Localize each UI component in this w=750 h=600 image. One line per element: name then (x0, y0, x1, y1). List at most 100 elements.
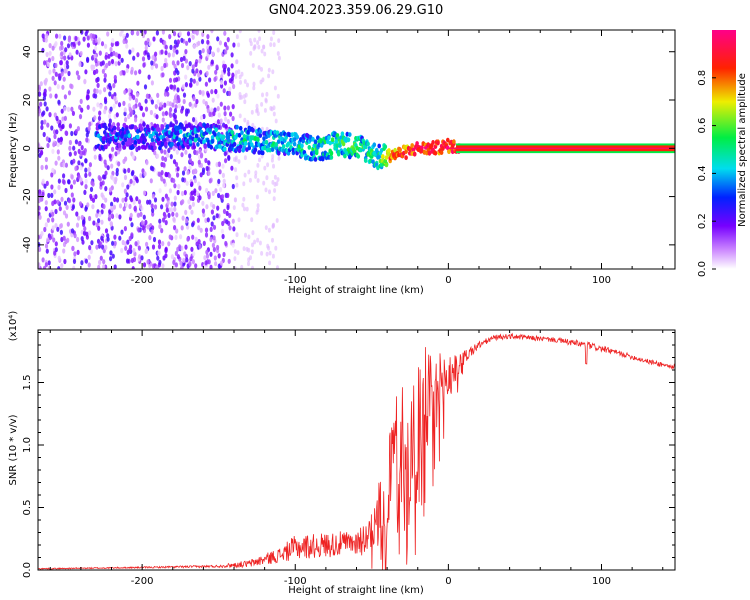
noise-cell (91, 204, 95, 210)
noise-cell (214, 261, 218, 267)
ridge-cell (274, 142, 279, 147)
noise-cell (135, 196, 139, 202)
ridge-cell (104, 144, 108, 150)
noise-cell (250, 217, 254, 223)
noise-cell (258, 157, 261, 163)
noise-cell (60, 40, 64, 47)
noise-cell (151, 55, 155, 61)
noise-cell (78, 201, 83, 207)
noise-cell (63, 68, 67, 74)
noise-cell (258, 36, 262, 42)
noise-cell (215, 213, 219, 219)
noise-cell (39, 146, 44, 152)
ridge-cell (174, 130, 178, 136)
noise-cell (230, 63, 234, 69)
noise-cell (137, 199, 142, 205)
noise-cell (221, 194, 225, 200)
colorbar-tick-label: 0.6 (697, 118, 708, 134)
noise-cell (169, 154, 173, 160)
noise-cell (217, 112, 221, 118)
noise-cell (139, 105, 144, 111)
noise-cell (244, 92, 248, 98)
ridge-cell (237, 148, 242, 154)
noise-cell (63, 200, 68, 206)
noise-cell (115, 197, 120, 203)
noise-cell (45, 51, 49, 58)
noise-cell (254, 170, 258, 176)
noise-cell (70, 130, 74, 137)
noise-cell (231, 242, 235, 248)
ridge-cell (319, 143, 324, 148)
noise-cell (169, 84, 173, 90)
noise-cell (50, 172, 54, 178)
noise-cell (250, 109, 254, 115)
noise-cell (204, 227, 209, 233)
noise-cell (160, 228, 164, 234)
noise-cell (45, 248, 49, 254)
noise-cell (195, 68, 199, 74)
noise-cell (84, 31, 88, 37)
noise-cell (155, 265, 159, 269)
ridge-cell (261, 150, 265, 156)
noise-cell (113, 240, 117, 246)
noise-cell (114, 176, 118, 182)
noise-cell (271, 69, 275, 75)
noise-cell (113, 196, 117, 203)
ridge-cell (177, 137, 182, 143)
noise-cell (77, 160, 81, 166)
ridge-cell (165, 124, 169, 130)
noise-cell (216, 205, 220, 211)
noise-cell (221, 163, 225, 169)
noise-cell (155, 30, 159, 36)
colorbar-gradient (712, 30, 736, 269)
noise-cell (197, 239, 201, 245)
noise-cell (165, 86, 170, 92)
noise-cell (102, 259, 106, 265)
noise-cell (170, 201, 174, 207)
noise-cell (192, 96, 196, 102)
noise-cell (44, 243, 49, 249)
noise-cell (54, 93, 58, 99)
ridge-cell (335, 143, 340, 149)
noise-cell (122, 70, 126, 76)
noise-cell (191, 68, 195, 74)
ridge-cell (253, 147, 258, 153)
noise-cell (226, 37, 230, 43)
noise-cell (54, 160, 58, 166)
ridge-cell (164, 141, 168, 147)
noise-cell (184, 209, 188, 215)
noise-cell (132, 199, 136, 205)
noise-cell (142, 62, 146, 68)
noise-cell (97, 115, 102, 121)
noise-cell (178, 31, 182, 37)
noise-cell (276, 177, 280, 182)
ridge-cell (276, 139, 281, 145)
noise-cell (122, 38, 126, 45)
noise-cell (208, 111, 212, 117)
noise-cell (234, 70, 238, 75)
noise-cell (92, 39, 96, 45)
noise-cell (199, 172, 203, 178)
noise-cell (276, 51, 280, 56)
noise-cell (121, 239, 125, 246)
noise-cell (210, 30, 214, 34)
noise-cell (239, 80, 242, 85)
noise-cell (219, 260, 224, 266)
noise-cell (176, 87, 180, 93)
noise-cell (231, 104, 235, 110)
noise-cell (251, 63, 255, 68)
noise-cell (60, 51, 64, 57)
noise-cell (48, 86, 52, 92)
noise-cell (151, 166, 155, 172)
ridge-cell (336, 151, 341, 157)
noise-cell (226, 192, 230, 198)
noise-cell (197, 40, 201, 46)
noise-cell (180, 152, 184, 158)
noise-cell (198, 89, 202, 95)
noise-cell (60, 108, 64, 114)
noise-cell (61, 116, 65, 122)
noise-cell (267, 67, 271, 73)
noise-cell (44, 156, 49, 163)
ridge-cell (232, 141, 237, 147)
